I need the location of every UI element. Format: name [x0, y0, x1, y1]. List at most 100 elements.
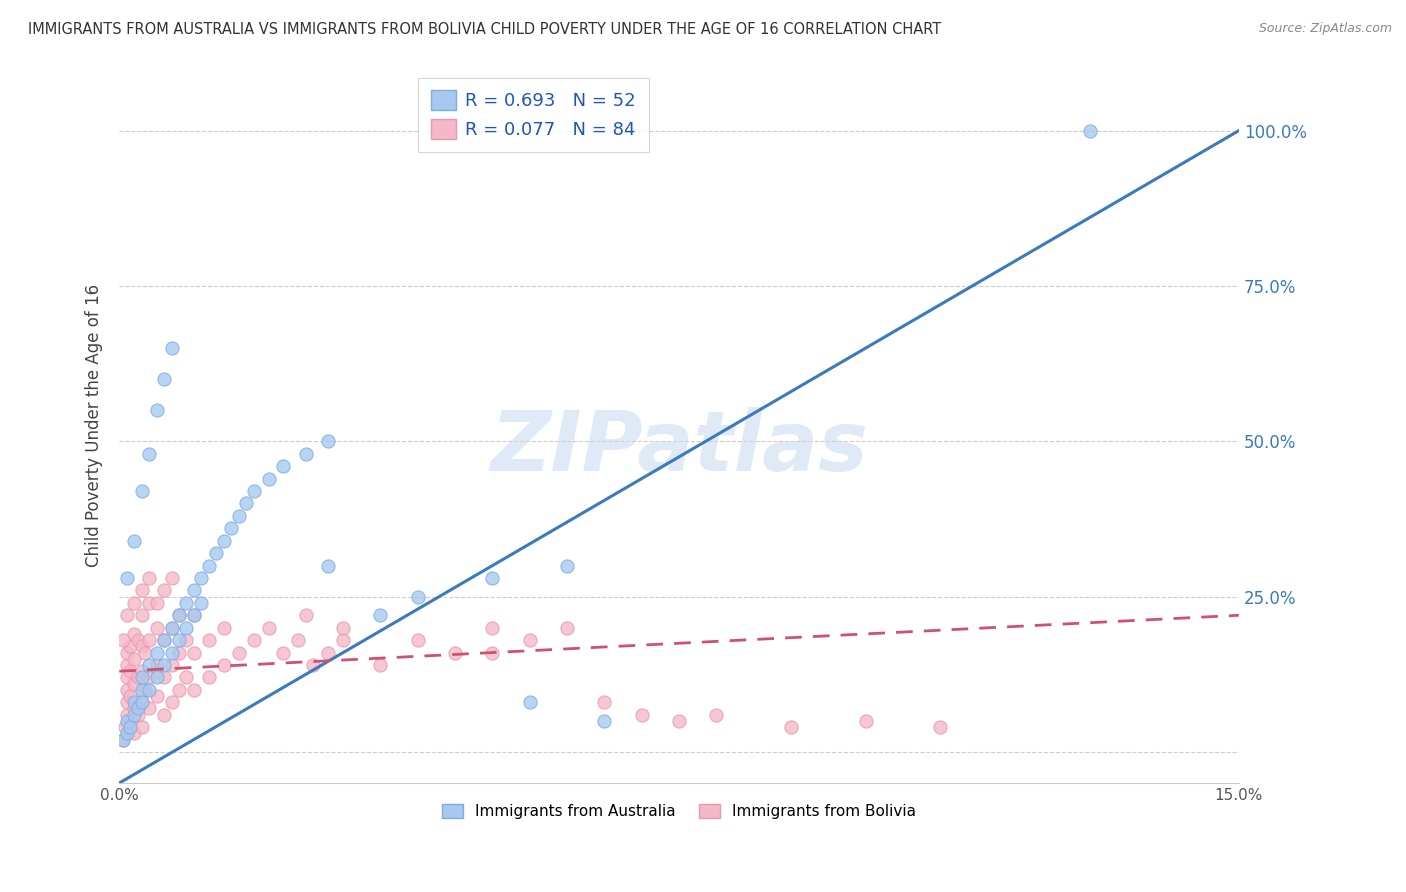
Point — [127, 707, 149, 722]
Point — [120, 640, 142, 654]
Point — [122, 652, 145, 666]
Point — [160, 341, 183, 355]
Text: Source: ZipAtlas.com: Source: ZipAtlas.com — [1258, 22, 1392, 36]
Point — [145, 596, 167, 610]
Point — [122, 596, 145, 610]
Point — [120, 664, 142, 678]
Point — [122, 627, 145, 641]
Point — [176, 633, 198, 648]
Point — [138, 633, 160, 648]
Point — [115, 608, 138, 623]
Point — [131, 670, 153, 684]
Point — [295, 608, 318, 623]
Point — [481, 571, 503, 585]
Point — [370, 658, 392, 673]
Point — [205, 546, 228, 560]
Point — [929, 720, 952, 734]
Point — [593, 695, 616, 709]
Point — [153, 658, 176, 673]
Point — [316, 558, 339, 573]
Point — [183, 646, 205, 660]
Point — [138, 658, 160, 673]
Point — [153, 583, 176, 598]
Point — [167, 682, 190, 697]
Point — [111, 732, 134, 747]
Point — [138, 447, 160, 461]
Point — [120, 714, 142, 728]
Point — [406, 633, 429, 648]
Point — [190, 596, 212, 610]
Point — [1078, 123, 1101, 137]
Point — [668, 714, 690, 728]
Point — [138, 571, 160, 585]
Point — [122, 726, 145, 740]
Point — [127, 633, 149, 648]
Point — [444, 646, 467, 660]
Point — [153, 707, 176, 722]
Point — [131, 608, 153, 623]
Point — [145, 670, 167, 684]
Point — [176, 596, 198, 610]
Point — [190, 571, 212, 585]
Point — [145, 621, 167, 635]
Point — [145, 403, 167, 417]
Point — [212, 658, 235, 673]
Point — [138, 670, 160, 684]
Point — [131, 695, 153, 709]
Point — [257, 472, 280, 486]
Point — [167, 633, 190, 648]
Legend: Immigrants from Australia, Immigrants from Bolivia: Immigrants from Australia, Immigrants fr… — [436, 798, 922, 825]
Point — [242, 483, 264, 498]
Point — [153, 670, 176, 684]
Text: IMMIGRANTS FROM AUSTRALIA VS IMMIGRANTS FROM BOLIVIA CHILD POVERTY UNDER THE AGE: IMMIGRANTS FROM AUSTRALIA VS IMMIGRANTS … — [28, 22, 942, 37]
Text: ZIPatlas: ZIPatlas — [491, 407, 868, 488]
Point — [111, 633, 134, 648]
Point — [115, 670, 138, 684]
Point — [316, 434, 339, 449]
Point — [138, 596, 160, 610]
Point — [555, 558, 578, 573]
Point — [287, 633, 309, 648]
Point — [593, 714, 616, 728]
Point — [153, 633, 176, 648]
Point — [167, 608, 190, 623]
Point — [111, 732, 134, 747]
Point — [273, 459, 295, 474]
Point — [780, 720, 803, 734]
Point — [153, 633, 176, 648]
Point — [122, 533, 145, 548]
Point — [212, 533, 235, 548]
Point — [295, 447, 318, 461]
Point — [370, 608, 392, 623]
Point — [519, 633, 541, 648]
Point — [115, 646, 138, 660]
Point — [228, 508, 250, 523]
Point — [134, 682, 156, 697]
Point — [242, 633, 264, 648]
Point — [120, 720, 142, 734]
Point — [273, 646, 295, 660]
Point — [122, 695, 145, 709]
Point — [167, 646, 190, 660]
Point — [704, 707, 727, 722]
Point — [228, 646, 250, 660]
Point — [519, 695, 541, 709]
Point — [332, 621, 354, 635]
Point — [131, 664, 153, 678]
Point — [160, 621, 183, 635]
Point — [127, 701, 149, 715]
Point — [138, 682, 160, 697]
Point — [555, 621, 578, 635]
Point — [198, 670, 221, 684]
Point — [183, 608, 205, 623]
Point — [183, 682, 205, 697]
Point — [115, 682, 138, 697]
Point — [120, 689, 142, 703]
Point — [131, 720, 153, 734]
Point — [160, 571, 183, 585]
Point — [115, 658, 138, 673]
Point — [145, 646, 167, 660]
Point — [630, 707, 652, 722]
Point — [183, 583, 205, 598]
Point — [131, 483, 153, 498]
